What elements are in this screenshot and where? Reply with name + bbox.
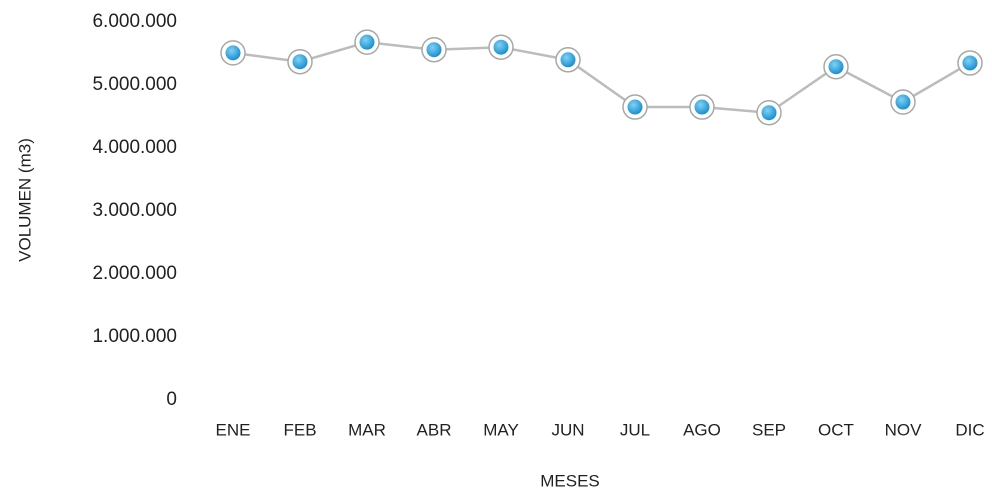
point bbox=[823, 53, 849, 80]
y-tick-label: 1.000.000 bbox=[92, 326, 177, 347]
line bbox=[232, 40, 971, 115]
x-tick-label: ABR bbox=[417, 420, 452, 439]
point bbox=[421, 36, 447, 63]
point-dot bbox=[962, 55, 978, 71]
y-tick-label: 3.000.000 bbox=[92, 200, 177, 221]
x-tick-label: MAY bbox=[483, 420, 519, 439]
x-tick-label: NOV bbox=[885, 420, 923, 439]
point bbox=[220, 40, 246, 66]
point-dot bbox=[627, 99, 643, 115]
point-dot bbox=[761, 105, 777, 121]
y-tick-label: 4.000.000 bbox=[92, 137, 177, 158]
point-dot bbox=[828, 59, 844, 75]
point bbox=[287, 48, 313, 75]
x-tick-label: JUN bbox=[551, 420, 584, 439]
point bbox=[622, 94, 648, 120]
y-tick-label: 6.000.000 bbox=[92, 11, 177, 32]
x-tick-label: SEP bbox=[752, 420, 786, 439]
point-dot bbox=[426, 42, 442, 58]
y-tick-label: 2.000.000 bbox=[92, 263, 177, 284]
point-dot bbox=[895, 94, 911, 110]
point-dot bbox=[694, 99, 710, 115]
point bbox=[354, 29, 380, 55]
point-dot bbox=[292, 54, 308, 70]
y-tick-label: 5.000.000 bbox=[92, 74, 177, 95]
point bbox=[890, 89, 916, 115]
x-tick-label: OCT bbox=[818, 420, 854, 439]
point bbox=[957, 50, 983, 76]
point bbox=[689, 94, 715, 120]
point bbox=[555, 47, 581, 73]
x-tick-label: AGO bbox=[683, 420, 721, 439]
point-dot bbox=[560, 52, 576, 68]
point-dot bbox=[225, 45, 241, 61]
y-tick-label: 0 bbox=[166, 389, 177, 410]
point-dot bbox=[359, 34, 375, 50]
x-tick-label: JUL bbox=[620, 420, 650, 439]
x-tick-label: ENE bbox=[216, 420, 251, 439]
y-axis-label: VOLUMEN (m3) bbox=[15, 138, 34, 262]
point-dot bbox=[493, 39, 509, 55]
x-tick-label: MAR bbox=[348, 420, 386, 439]
point bbox=[488, 34, 514, 60]
point bbox=[756, 99, 782, 126]
x-tick-label: DIC bbox=[955, 420, 984, 439]
x-axis-label: MESES bbox=[540, 471, 600, 490]
x-tick-label: FEB bbox=[283, 420, 316, 439]
